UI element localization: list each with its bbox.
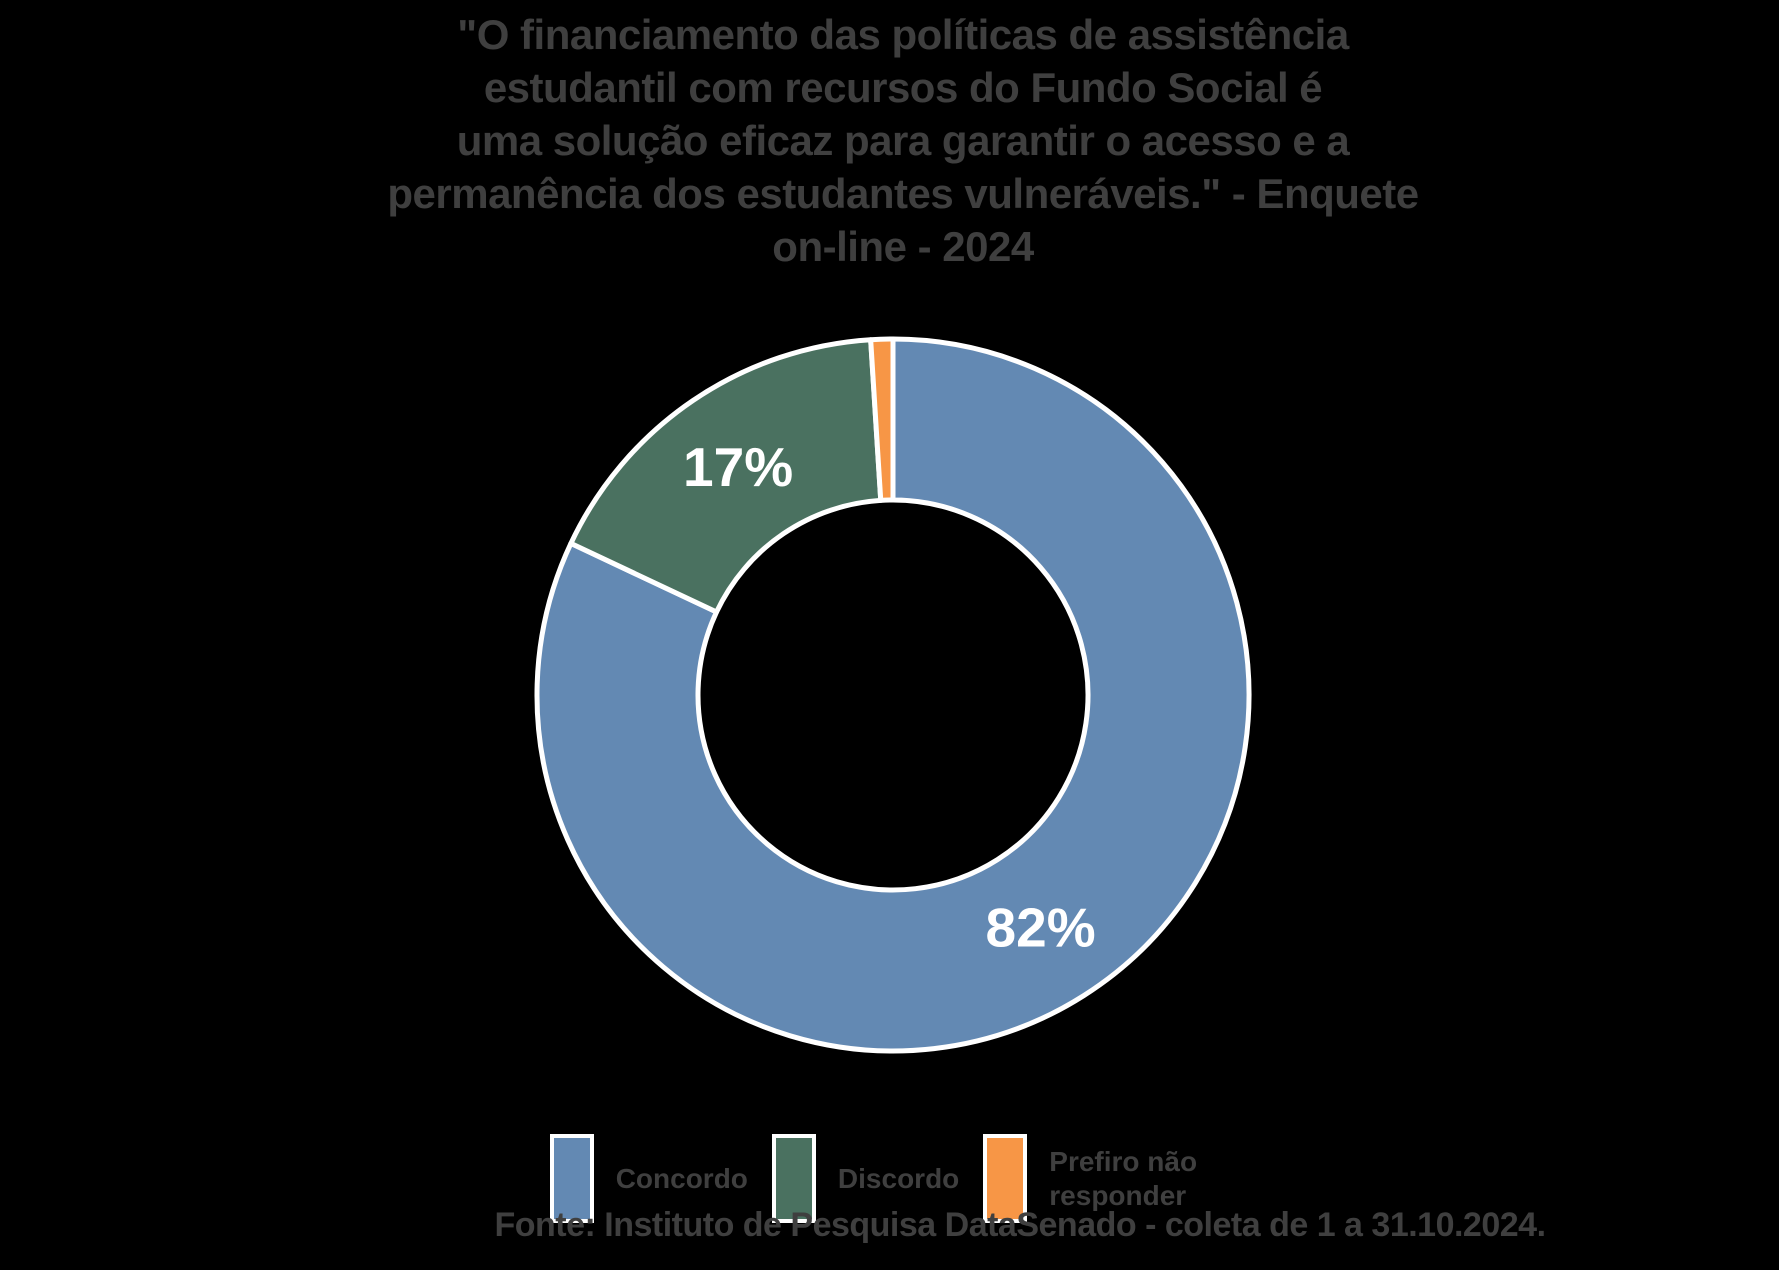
source-note: Fonte: Instituto de Pesquisa DataSenado … (494, 1206, 1546, 1244)
legend-item-concordo: Concordo (549, 1134, 748, 1223)
chart-legend: Concordo Discordo Prefiro não responder (0, 1134, 1779, 1223)
donut-slice-discordo (568, 337, 884, 615)
chart-title: "O financiamento das políticas de assist… (353, 8, 1453, 273)
legend-label-prefiro-nao-responder: Prefiro não responder (1049, 1145, 1198, 1211)
slice-percent-label-discordo: 17% (683, 436, 793, 498)
title-line-4: permanência dos estudantes vulneráveis."… (387, 170, 1419, 217)
legend-swatch-discordo (771, 1134, 816, 1223)
title-line-2: estudantil com recursos do Fundo Social … (483, 64, 1323, 111)
donut-slice-concordo (534, 336, 1252, 1054)
legend-swatch-concordo (549, 1134, 594, 1223)
legend-label-discordo: Discordo (837, 1162, 960, 1194)
title-line-1: "O financiamento das políticas de assist… (457, 11, 1349, 58)
legend-swatch-prefiro-nao-responder (983, 1134, 1028, 1223)
legend-item-prefiro-nao-responder: Prefiro não responder (983, 1134, 1229, 1223)
legend-label-concordo: Concordo (615, 1162, 748, 1194)
title-line-3: uma solução eficaz para garantir o acess… (456, 117, 1350, 164)
donut-chart: 82% 17% (534, 336, 1252, 1054)
slice-percent-label-concordo: 82% (986, 897, 1096, 959)
title-line-5: on-line - 2024 (772, 223, 1034, 270)
legend-item-discordo: Discordo (771, 1134, 960, 1223)
donut-slice-prefiro-não-responder (868, 336, 896, 503)
